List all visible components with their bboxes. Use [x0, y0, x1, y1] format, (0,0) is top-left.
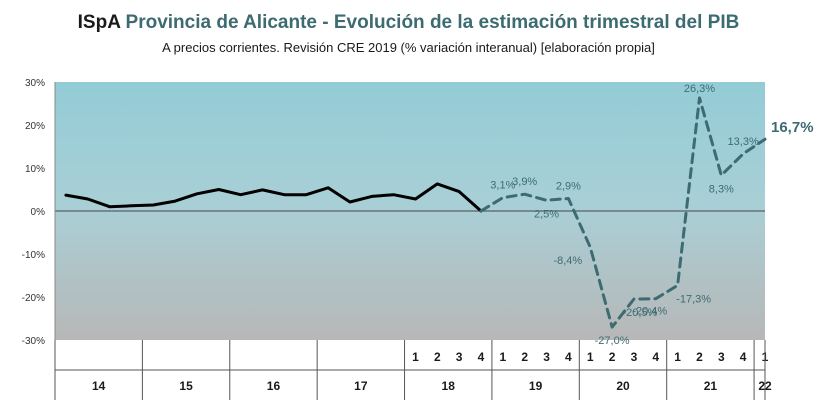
data-label: -20,4%	[632, 306, 667, 318]
historical-series-line	[64, 182, 483, 213]
year-label: 21	[704, 379, 718, 393]
quarter-label: 4	[565, 350, 572, 364]
quarter-label: 1	[674, 350, 681, 364]
chart-subtitle: A precios corrientes. Revisión CRE 2019 …	[162, 40, 655, 55]
y-tick-label: 10%	[25, 164, 45, 175]
quarter-label: 3	[456, 350, 463, 364]
quarter-label: 4	[652, 350, 659, 364]
y-tick-label: 0%	[31, 207, 46, 218]
quarter-label: 4	[478, 350, 485, 364]
quarter-label: 2	[434, 350, 441, 364]
data-label: 2,5%	[534, 208, 559, 220]
estimate-series-line	[479, 96, 767, 329]
data-label: 3,1%	[490, 180, 515, 192]
data-label: 26,3%	[684, 83, 715, 95]
y-tick-label: 20%	[25, 121, 45, 132]
y-tick-label: 30%	[25, 78, 45, 89]
quarter-label: 3	[631, 350, 638, 364]
year-label: 14	[92, 379, 106, 393]
data-label: -8,4%	[553, 255, 582, 267]
data-label: -17,3%	[676, 293, 711, 305]
quarter-label: 1	[587, 350, 594, 364]
year-label: 18	[442, 379, 456, 393]
data-label: 2,9%	[556, 181, 581, 193]
data-labels: 3,1%3,9% 2,5% 2,9% -8,4% -27,0% -20,5%-20,4%-…	[490, 83, 813, 347]
year-label: 15	[179, 379, 193, 393]
data-label: 3,9%	[512, 176, 537, 188]
data-label: 8,3%	[709, 183, 734, 195]
chart-title: ISpA Provincia de Alicante - Evolución d…	[0, 12, 817, 34]
data-label: 13,3%	[728, 136, 759, 148]
y-tick-label: -10%	[22, 250, 45, 261]
data-label: -27,0%	[595, 335, 630, 347]
quarter-label: 3	[543, 350, 550, 364]
title-main: Provincia de Alicante - Evolución de la …	[125, 12, 740, 33]
y-tick-label: -30%	[22, 336, 45, 347]
quarter-label: 1	[412, 350, 419, 364]
quarter-label: 1	[500, 350, 507, 364]
series-lines	[64, 96, 767, 329]
y-tick-label: -20%	[22, 293, 45, 304]
quarter-label: 3	[718, 350, 725, 364]
quarter-label: 4	[740, 350, 747, 364]
x-axis: 14151617123418123419123420123421122	[54, 340, 772, 400]
data-label: 16,7%	[771, 119, 814, 136]
quarter-label: 2	[609, 350, 616, 364]
data-label: -20,5%	[622, 307, 657, 319]
year-label: 17	[354, 379, 368, 393]
year-label: 19	[529, 379, 543, 393]
title-prefix: ISpA	[77, 12, 121, 33]
year-label: 20	[616, 379, 630, 393]
quarter-label: 2	[521, 350, 528, 364]
quarter-label: 2	[696, 350, 703, 364]
y-axis: 30% 20% 10% 0% -10% -20% -30%	[22, 78, 56, 347]
year-label: 16	[267, 379, 281, 393]
